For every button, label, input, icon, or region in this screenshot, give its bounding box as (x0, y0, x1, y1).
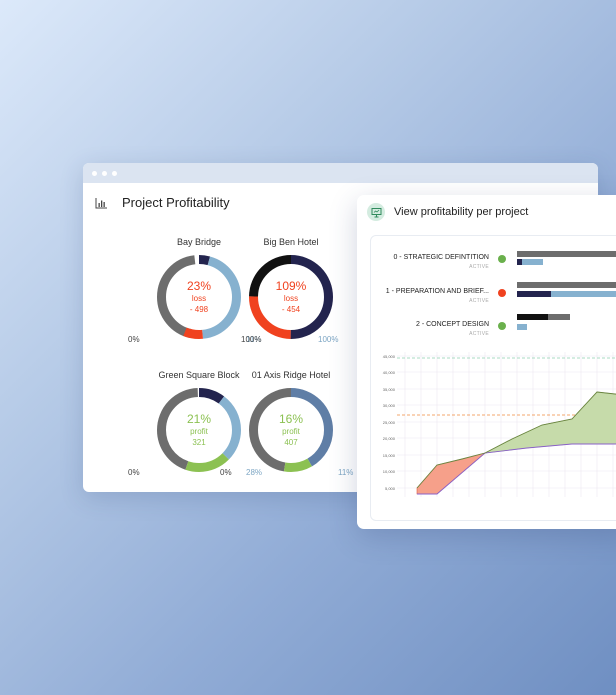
profit-percent: 109% (275, 278, 307, 293)
status-dot (498, 289, 506, 297)
profit-status: profit (190, 426, 208, 436)
panel-header: View profitability per project (367, 203, 528, 221)
profit-donut-chart (157, 388, 241, 472)
left-percent-label: 0% (128, 468, 140, 477)
profit-status: loss (283, 293, 299, 303)
phase-bar (517, 314, 548, 320)
project-card-big-ben-hotel[interactable]: Big Ben Hotel 109% loss - 454 100% 100% (231, 237, 351, 357)
window-header: Project Profitability (95, 195, 230, 210)
phase-status: ACTIVE (469, 264, 489, 270)
bar-chart-icon (95, 197, 107, 208)
left-percent-label: 100% (241, 335, 262, 344)
project-name: Bay Bridge (176, 237, 222, 247)
profit-amount: 321 (192, 437, 206, 447)
right-percent-label: 100% (318, 335, 339, 344)
project-card-axis-ridge-hotel[interactable]: 01 Axis Ridge Hotel 16% profit 407 0% 11… (220, 370, 354, 490)
presentation-icon (367, 203, 385, 221)
donut-center: 23% loss - 498 (157, 255, 241, 339)
profit-donut-chart (157, 255, 241, 339)
phase-name: 1 - PREPARATION AND BRIEF... (385, 288, 489, 295)
y-axis-label: 20,000 (382, 436, 395, 441)
status-dot (498, 255, 506, 263)
phase-bar (517, 282, 616, 288)
y-axis-label: 35,000 (382, 387, 395, 392)
phase-bar (517, 291, 551, 297)
phase-bar (551, 291, 616, 297)
donut-center: 16% profit 407 (249, 388, 333, 472)
phase-chart-card: 0 - STRATEGIC DEFINTITION ACTIVE 1 - PRE… (370, 235, 616, 521)
phase-status: ACTIVE (469, 298, 489, 304)
project-card-green-square-block[interactable]: Green Square Block 21% profit 321 0% 28% (128, 370, 263, 490)
page-title: Project Profitability (122, 195, 230, 210)
y-axis-label: 15,000 (382, 453, 395, 458)
profit-percent: 23% (186, 278, 212, 293)
phase-name: 0 - STRATEGIC DEFINTITION (393, 254, 489, 261)
profitability-area-chart (397, 352, 616, 497)
project-name: Green Square Block (158, 370, 240, 380)
phase-row[interactable]: 2 - CONCEPT DESIGN ACTIVE (371, 314, 616, 348)
y-axis-label: 40,000 (382, 370, 395, 375)
y-axis-label: 5,000 (384, 486, 395, 491)
phase-bar (522, 259, 543, 265)
right-percent-label: 28% (246, 468, 263, 477)
profit-donut-chart (249, 388, 333, 472)
donut-center: 109% loss - 454 (249, 255, 333, 339)
profit-amount: 407 (284, 437, 298, 447)
phase-row[interactable]: 1 - PREPARATION AND BRIEF... ACTIVE (371, 282, 616, 315)
window-control-dot[interactable] (112, 170, 117, 176)
donut-center: 21% profit 321 (157, 388, 241, 472)
phase-bar (517, 324, 527, 330)
phase-row[interactable]: 0 - STRATEGIC DEFINTITION ACTIVE (371, 251, 616, 281)
profit-amount: - 454 (281, 304, 301, 314)
profit-status: loss (191, 293, 207, 303)
y-axis-label: 10,000 (382, 469, 395, 474)
right-percent-label: 11% (338, 468, 354, 477)
project-card-bay-bridge[interactable]: Bay Bridge 23% loss - 498 0% 11% (128, 237, 262, 357)
panel-title: View profitability per project (394, 206, 529, 218)
y-axis-label: 30,000 (382, 403, 395, 408)
window-control-dot[interactable] (102, 170, 107, 176)
window-control-dot[interactable] (92, 170, 97, 176)
phase-bar (517, 251, 616, 257)
phase-name: 2 - CONCEPT DESIGN (416, 321, 489, 328)
phase-bar (548, 314, 570, 320)
left-percent-label: 0% (220, 468, 232, 477)
phase-status: ACTIVE (469, 331, 489, 337)
project-name: 01 Axis Ridge Hotel (251, 370, 331, 380)
right-percent-label: 11% (246, 335, 262, 344)
profit-amount: - 498 (189, 304, 209, 314)
project-name: Big Ben Hotel (263, 237, 319, 247)
profit-status: profit (282, 426, 300, 436)
y-axis-label: 25,000 (382, 420, 395, 425)
window-title-bar (83, 163, 598, 183)
y-axis-label: 45,000 (382, 354, 395, 359)
profit-donut-chart (249, 255, 333, 339)
left-percent-label: 0% (128, 335, 140, 344)
phase-bar (517, 259, 522, 265)
profit-percent: 21% (186, 411, 212, 426)
profit-percent: 16% (278, 411, 304, 426)
profitability-per-project-panel: View profitability per project 0 - STRAT… (357, 195, 616, 529)
status-dot (498, 322, 506, 330)
